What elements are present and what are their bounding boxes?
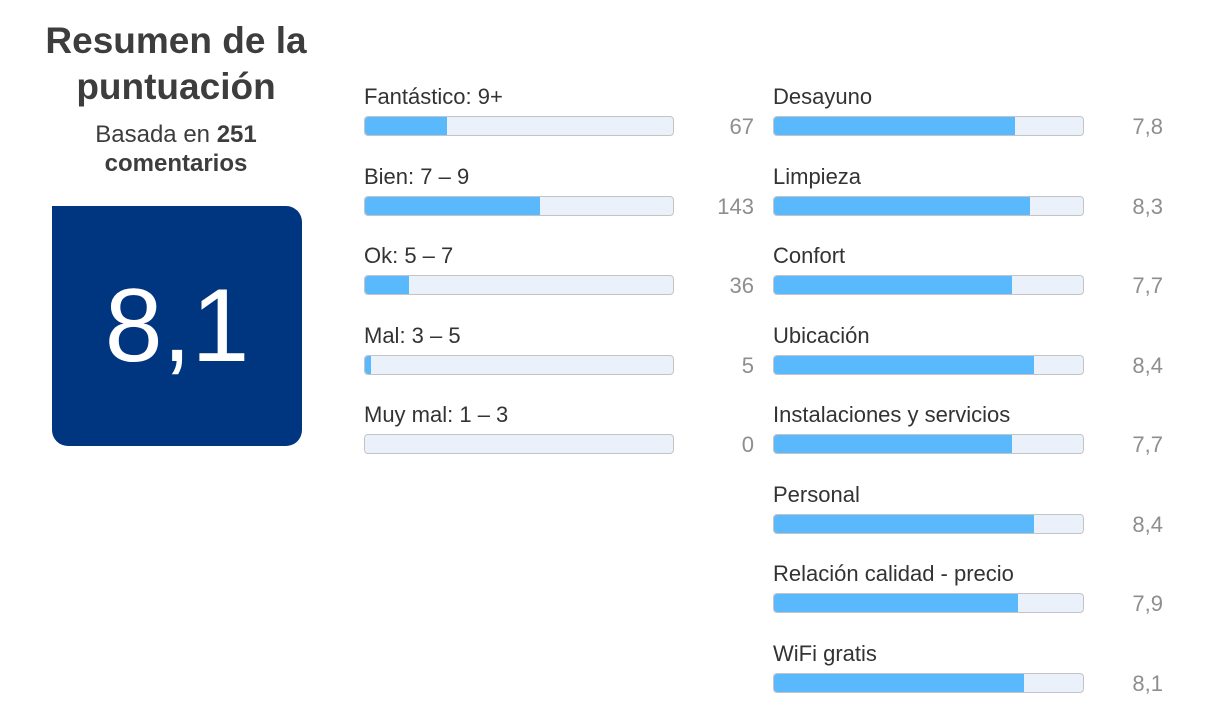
category-row: Relación calidad - precio 7,9 — [773, 561, 1163, 621]
category-bar-track — [773, 672, 1084, 693]
overall-score: 8,1 — [104, 268, 250, 384]
based-suffix: comentarios — [104, 150, 248, 177]
distribution-value: 67 — [729, 114, 754, 139]
distribution-row: Mal: 3 – 5 5 — [364, 323, 754, 383]
distribution-bar-track — [364, 275, 674, 295]
distribution-bar-fill — [365, 355, 372, 374]
score-summary: Resumen de la puntuación Basada en 251 c… — [16, 18, 336, 178]
category-value: 7,7 — [1132, 273, 1163, 298]
category-bar-fill — [774, 355, 1034, 374]
category-row: Desayuno 7,8 — [773, 84, 1163, 144]
summary-title: Resumen de la puntuación — [16, 18, 336, 110]
distribution-bar-track — [364, 354, 674, 375]
category-row: WiFi gratis 8,1 — [773, 641, 1163, 701]
category-row: Personal 8,4 — [773, 482, 1163, 542]
summary-title-line1: Resumen de la — [45, 20, 307, 61]
category-bar-fill — [774, 594, 1019, 612]
category-bar-track — [773, 593, 1084, 613]
distribution-label: Mal: 3 – 5 — [364, 322, 461, 348]
category-bar-track — [773, 354, 1084, 375]
distribution-bar-fill — [365, 117, 448, 135]
distribution-label: Ok: 5 – 7 — [364, 243, 454, 268]
category-row: Confort 7,7 — [773, 243, 1163, 303]
category-value: 8,1 — [1132, 670, 1163, 696]
category-label: Confort — [773, 243, 846, 268]
category-row: Limpieza 8,3 — [773, 164, 1163, 224]
category-label: Relación calidad - precio — [773, 561, 1014, 586]
distribution-label: Fantástico: 9+ — [364, 84, 503, 109]
category-bar-fill — [774, 117, 1016, 135]
category-value: 7,9 — [1132, 591, 1163, 616]
distribution-value: 5 — [741, 352, 754, 378]
review-count: 251 — [216, 121, 257, 148]
category-value: 7,8 — [1132, 114, 1163, 139]
category-bar-fill — [774, 514, 1034, 533]
category-bar-track — [773, 513, 1084, 534]
distribution-label: Muy mal: 1 – 3 — [364, 402, 509, 427]
category-row: Instalaciones y servicios 7,7 — [773, 402, 1163, 462]
distribution-row: Bien: 7 – 9 143 — [364, 164, 754, 224]
category-bar-track — [773, 116, 1084, 136]
category-bar-fill — [774, 673, 1025, 692]
distribution-row: Muy mal: 1 – 3 0 — [364, 402, 754, 462]
category-label: Limpieza — [773, 163, 862, 189]
distribution-bar-track — [364, 116, 674, 136]
distribution-value: 36 — [729, 273, 754, 298]
category-label: Personal — [773, 481, 860, 507]
category-value: 8,4 — [1132, 352, 1163, 378]
distribution-bar-fill — [365, 196, 541, 215]
distribution-row: Fantástico: 9+ 67 — [364, 84, 754, 144]
distribution-value: 143 — [717, 193, 754, 219]
category-bar-track — [773, 195, 1084, 216]
category-row: Ubicación 8,4 — [773, 323, 1163, 383]
category-value: 8,4 — [1132, 511, 1163, 537]
category-value: 7,7 — [1132, 432, 1163, 457]
summary-title-line2: puntuación — [76, 66, 276, 107]
category-bar-track — [773, 434, 1084, 454]
based-on-text: Basada en 251 comentarios — [16, 120, 336, 178]
distribution-label: Bien: 7 – 9 — [364, 163, 470, 189]
distribution-bar-track — [364, 195, 674, 216]
distribution-bar-fill — [365, 276, 410, 294]
overall-score-badge: 8,1 — [52, 206, 302, 446]
based-prefix: Basada en — [95, 121, 211, 148]
category-bar-fill — [774, 196, 1031, 215]
category-value: 8,3 — [1132, 193, 1163, 219]
category-bar-fill — [774, 435, 1012, 453]
category-label: WiFi gratis — [773, 640, 877, 666]
category-bar-fill — [774, 276, 1012, 294]
distribution-bar-track — [364, 434, 674, 454]
distribution-row: Ok: 5 – 7 36 — [364, 243, 754, 303]
category-label: Ubicación — [773, 322, 870, 348]
category-label: Instalaciones y servicios — [773, 402, 1011, 427]
category-bar-track — [773, 275, 1084, 295]
distribution-value: 0 — [741, 432, 754, 457]
category-label: Desayuno — [773, 84, 873, 109]
